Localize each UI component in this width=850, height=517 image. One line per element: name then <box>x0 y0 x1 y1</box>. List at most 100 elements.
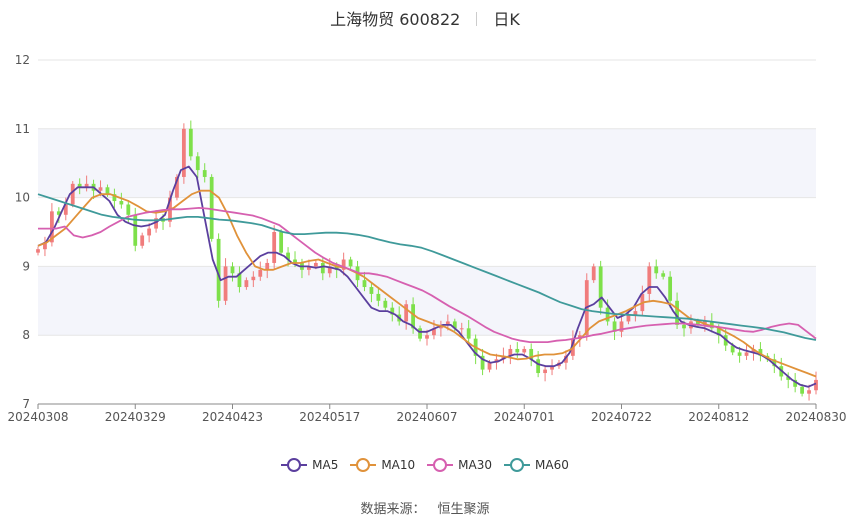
candle-body <box>501 355 506 360</box>
candle-body <box>286 252 290 260</box>
candle-body <box>188 128 193 157</box>
candle-body <box>43 242 47 250</box>
legend-swatch <box>350 458 377 472</box>
candle-body <box>716 328 721 336</box>
candle-body <box>383 300 388 308</box>
candle-body <box>654 266 659 274</box>
x-tick-label: 20240329 <box>105 410 166 424</box>
candle-body <box>313 262 318 267</box>
candle-body <box>112 194 117 202</box>
candle-body <box>536 359 541 374</box>
candle-body <box>619 321 624 332</box>
candle-body <box>425 335 429 339</box>
candle-body <box>154 218 158 229</box>
candle-body <box>591 266 596 281</box>
candle-body <box>744 352 749 356</box>
legend-item-ma5[interactable]: MA5 <box>281 458 338 472</box>
candle-body <box>452 321 457 329</box>
candle-body <box>341 259 346 270</box>
candle-body <box>272 232 277 263</box>
candle-body <box>709 321 714 329</box>
candle-body <box>362 280 367 288</box>
y-tick-label: 11 <box>15 122 30 136</box>
candle-body <box>181 128 186 177</box>
legend-label: MA60 <box>535 458 569 472</box>
candle-body <box>293 259 297 263</box>
candle-body <box>564 355 568 363</box>
candle-body <box>244 280 249 288</box>
candle-body <box>77 183 82 188</box>
candle-body <box>682 324 686 329</box>
data-source-label: 数据来源： <box>360 502 426 517</box>
candle-body <box>459 328 464 330</box>
chart-title-name: 上海物贸 600822 <box>330 10 461 29</box>
candle-body <box>133 214 138 246</box>
candle-body <box>251 276 256 281</box>
candle-body <box>466 328 471 339</box>
candle-body <box>98 187 103 191</box>
candle-body <box>63 204 68 215</box>
candle-body <box>216 238 221 301</box>
candle-body <box>793 379 798 387</box>
candle-body <box>633 311 638 315</box>
candle-body <box>522 348 527 353</box>
candle-body <box>404 304 409 322</box>
y-tick-label: 9 <box>22 259 30 273</box>
candle-body <box>577 335 582 339</box>
candle-body <box>70 183 75 205</box>
candle-body <box>209 176 214 239</box>
series-line-ma60 <box>37 193 817 341</box>
data-source-value: 恒生聚源 <box>437 502 490 517</box>
candle-body <box>598 266 603 308</box>
x-tick-label: 20240812 <box>688 410 749 424</box>
legend-label: MA5 <box>312 458 339 472</box>
candle-body <box>237 273 242 288</box>
legend-label: MA10 <box>381 458 416 472</box>
candle-body <box>36 249 40 253</box>
candle-body <box>529 348 534 360</box>
x-tick-label: 20240722 <box>591 410 652 424</box>
series-line-ma30 <box>38 206 817 344</box>
candle-body <box>411 304 416 329</box>
legend-item-ma10[interactable]: MA10 <box>350 458 415 472</box>
candle-body <box>230 266 235 274</box>
candle-body <box>140 235 145 246</box>
chart-title-period: 日K <box>493 10 520 29</box>
candle-body <box>647 266 652 294</box>
candle-body <box>675 300 679 325</box>
data-source: 数据来源： 恒生聚源 <box>0 498 850 517</box>
candle-body <box>772 359 777 367</box>
candle-body <box>49 211 54 243</box>
candle-body <box>696 321 700 325</box>
candle-body <box>661 273 666 277</box>
candle-body <box>334 266 339 270</box>
chart-title: 上海物贸 600822 日K <box>0 6 850 30</box>
legend-item-ma30[interactable]: MA30 <box>427 458 492 472</box>
candle-body <box>786 376 791 380</box>
candle-body <box>668 276 673 301</box>
candle-body <box>432 328 436 336</box>
candle-body <box>147 228 152 236</box>
candle-body <box>327 266 332 274</box>
candle-body <box>195 156 200 171</box>
candle-body <box>84 183 89 188</box>
y-tick-label: 10 <box>15 191 30 205</box>
candle-body <box>758 348 763 356</box>
legend-swatch <box>427 458 454 472</box>
y-tick-label: 7 <box>22 397 30 411</box>
y-tick-label: 8 <box>22 328 30 342</box>
candle-body <box>279 232 284 253</box>
candle-body <box>369 287 374 294</box>
candle-body <box>508 348 513 356</box>
legend-item-ma60[interactable]: MA60 <box>504 458 569 472</box>
candle-body <box>126 204 131 215</box>
candle-body <box>376 293 381 301</box>
candle-body <box>175 176 179 198</box>
candle-body <box>487 362 492 370</box>
x-tick-label: 20240517 <box>299 410 360 424</box>
candle-body <box>605 307 610 322</box>
title-separator <box>476 12 478 26</box>
grid-band <box>38 128 816 198</box>
candle-body <box>202 170 207 177</box>
candle-body <box>390 307 395 315</box>
